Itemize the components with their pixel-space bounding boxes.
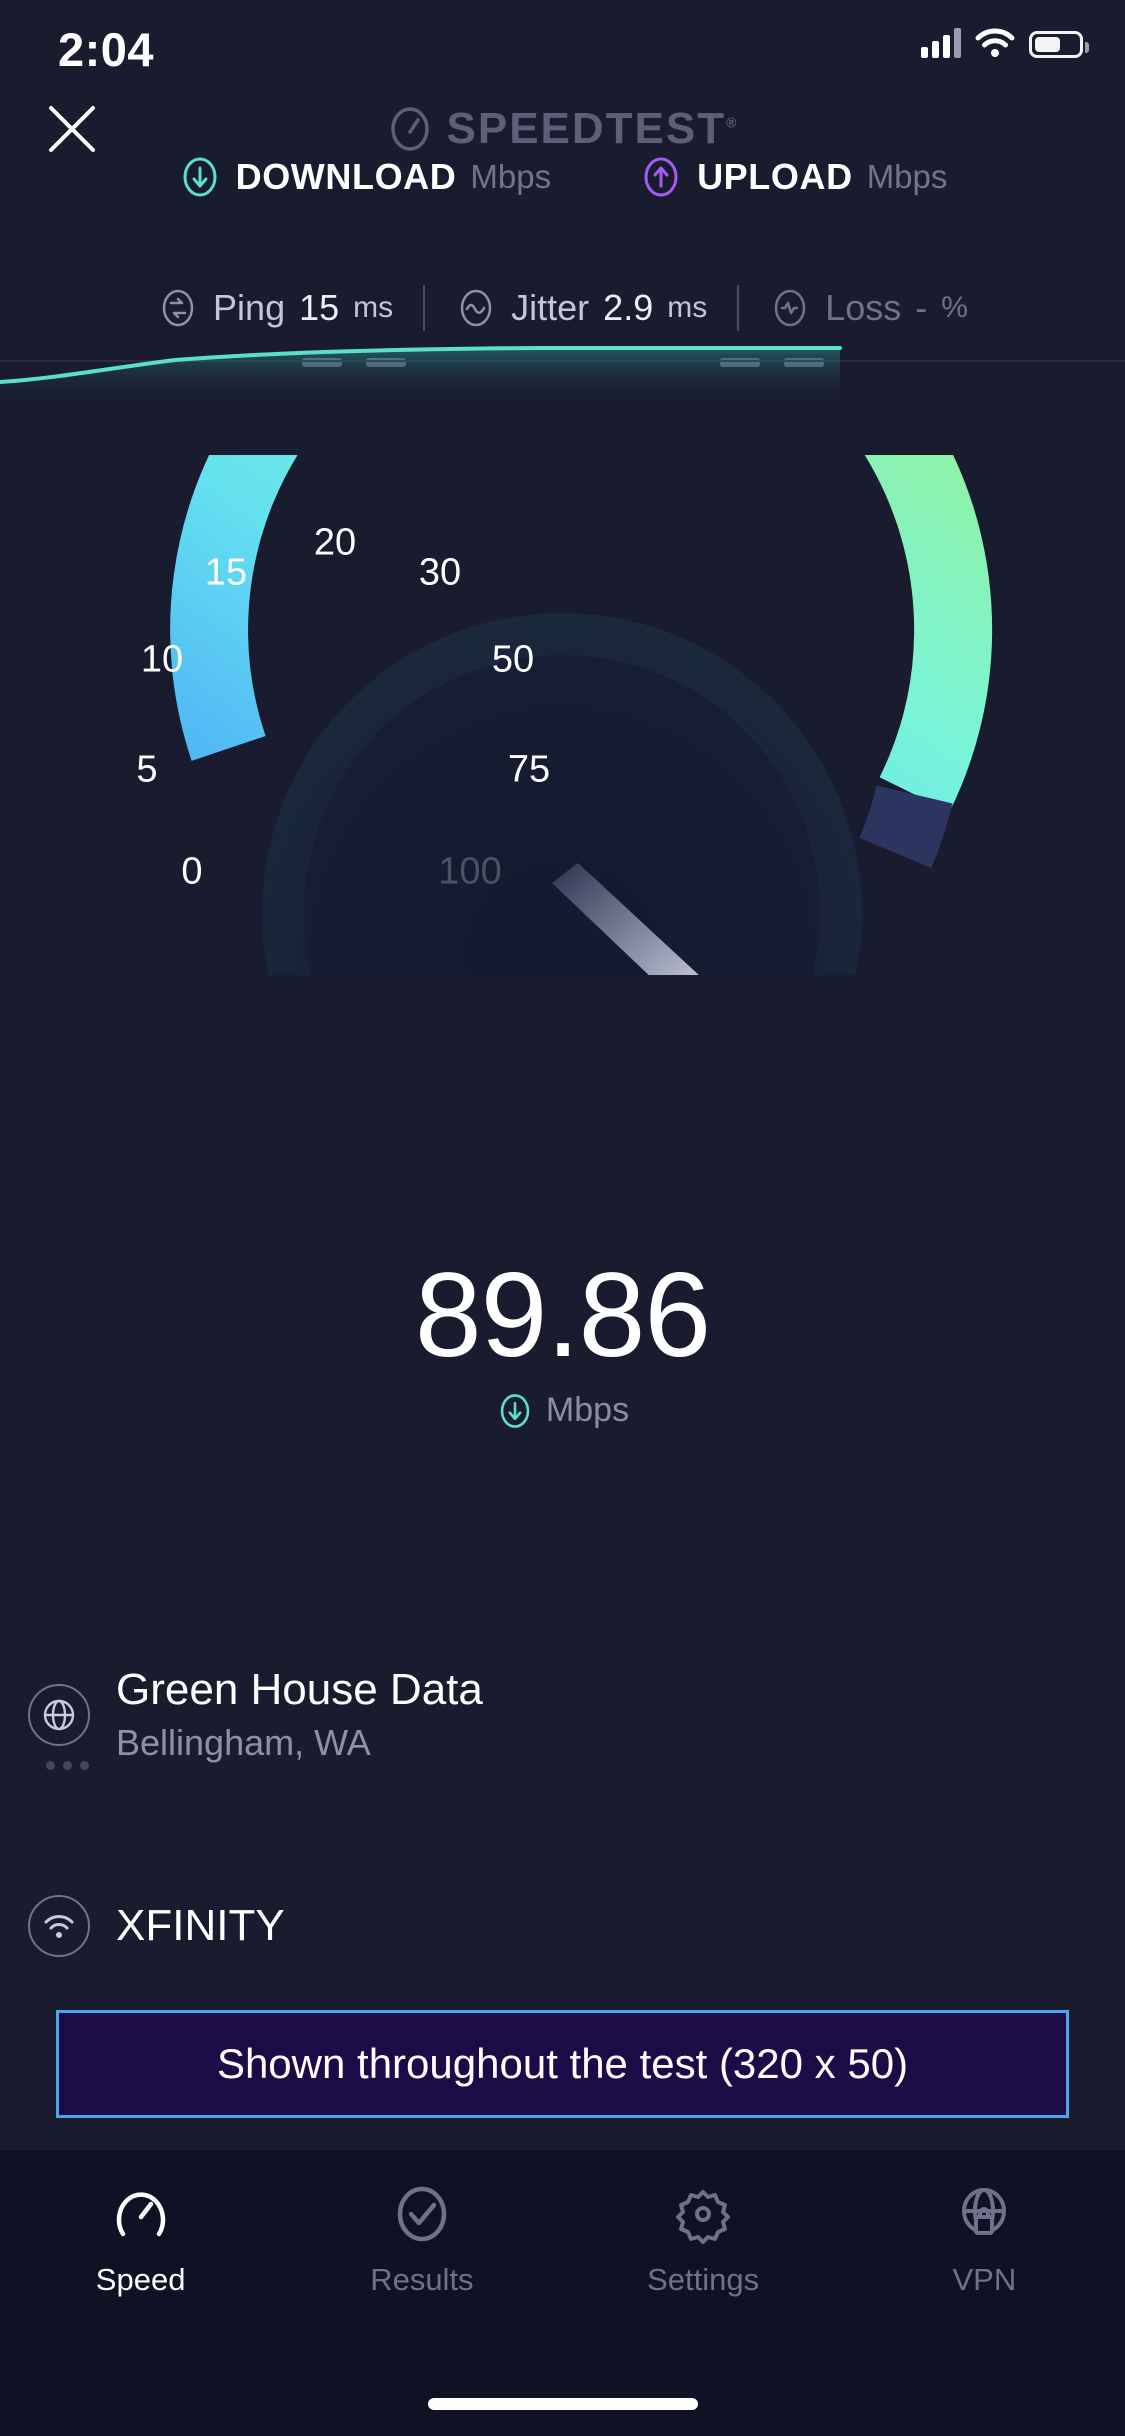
- gauge-tick-15: 15: [204, 551, 248, 594]
- app-brand: SPEEDTEST®: [0, 104, 1125, 154]
- throughput-line-chart: [0, 346, 1125, 400]
- gauge-tick-5: 5: [136, 748, 158, 791]
- cellular-signal-icon: [921, 28, 961, 58]
- speedometer-icon: [116, 2192, 165, 2237]
- server-section[interactable]: Green House Data Bellingham, WA: [28, 1665, 1097, 1770]
- loss-stat: Loss - %: [739, 287, 998, 329]
- loss-value: -: [915, 287, 928, 328]
- gear-icon: [676, 2190, 731, 2244]
- download-metric[interactable]: DOWNLOAD Mbps: [178, 155, 551, 199]
- jitter-icon: [460, 289, 492, 327]
- ping-stat: Ping 15 ms: [127, 287, 423, 329]
- ping-label: Ping: [213, 287, 286, 328]
- stat-divider: [423, 285, 426, 331]
- gauge-tick-75: 75: [507, 748, 551, 791]
- upload-metric[interactable]: UPLOAD Mbps: [639, 155, 947, 199]
- gauge-tick-0: 0: [181, 850, 203, 893]
- gauge-tick-50: 50: [491, 638, 535, 681]
- server-row[interactable]: Green House Data Bellingham, WA: [28, 1665, 1097, 1770]
- brand-label: SPEEDTEST: [446, 104, 727, 153]
- jitter-value: 2.9: [603, 287, 654, 328]
- tab-speed[interactable]: Speed: [0, 2184, 281, 2298]
- tab-settings-label: Settings: [647, 2262, 760, 2297]
- status-bar-indicators: [921, 28, 1089, 58]
- globe-lock-icon: [962, 2188, 1007, 2235]
- close-button[interactable]: [38, 95, 106, 163]
- wifi-icon: [28, 1895, 90, 1957]
- status-bar-time: 2:04: [58, 23, 155, 76]
- bottom-tab-bar: Speed Results Settings VPN: [0, 2150, 1125, 2436]
- download-arrow-icon: [500, 1393, 530, 1428]
- current-speed-unit: Mbps: [545, 1391, 630, 1429]
- server-name: Green House Data: [116, 1665, 483, 1714]
- check-circle-icon: [397, 2186, 447, 2242]
- gauge-tick-20: 20: [313, 521, 357, 564]
- ping-value: 15: [299, 287, 340, 328]
- jitter-stat: Jitter 2.9 ms: [425, 287, 737, 329]
- download-arrow-icon: [183, 157, 217, 197]
- server-location: Bellingham, WA: [116, 1722, 371, 1764]
- tab-vpn-label: VPN: [952, 2262, 1017, 2297]
- connection-stats-row: Ping 15 ms Jitter 2.9 ms Loss - %: [0, 285, 1125, 331]
- speed-gauge: 0 5 10 15 20 30 50 75 100: [0, 455, 1125, 975]
- ping-unit: ms: [353, 291, 394, 324]
- current-speed-unit-row: Mbps: [0, 1391, 1125, 1430]
- tab-speed-label: Speed: [95, 2262, 186, 2297]
- download-unit: Mbps: [470, 158, 552, 195]
- brand-trademark: ®: [726, 114, 739, 131]
- isp-section[interactable]: XFINITY: [28, 1895, 1097, 1957]
- wifi-icon: [975, 28, 1015, 57]
- jitter-unit: ms: [667, 291, 708, 324]
- ad-banner[interactable]: Shown throughout the test (320 x 50): [56, 2010, 1069, 2118]
- gauge-tick-100: 100: [438, 850, 502, 893]
- tab-settings[interactable]: Settings: [563, 2184, 844, 2298]
- server-text: Green House Data Bellingham, WA: [116, 1665, 483, 1765]
- speedtest-logo-icon: [390, 107, 429, 151]
- three-dots-icon[interactable]: [46, 1761, 89, 1770]
- throughput-graph: [0, 320, 1125, 400]
- download-upload-row: DOWNLOAD Mbps UPLOAD Mbps: [0, 155, 1125, 199]
- tab-results-label: Results: [370, 2262, 474, 2297]
- ad-banner-text: Shown throughout the test (320 x 50): [216, 2040, 909, 2087]
- home-indicator: [427, 2398, 698, 2410]
- isp-row[interactable]: XFINITY: [28, 1895, 1097, 1957]
- stat-divider: [737, 285, 740, 331]
- close-icon: [49, 106, 95, 152]
- loss-unit: %: [941, 291, 968, 324]
- tab-vpn[interactable]: VPN: [844, 2184, 1125, 2298]
- loss-label: Loss: [825, 287, 902, 328]
- isp-name: XFINITY: [116, 1901, 285, 1951]
- gauge-tick-30: 30: [418, 551, 462, 594]
- gauge-arc: [170, 455, 993, 975]
- jitter-label: Jitter: [511, 287, 590, 328]
- globe-icon: [28, 1684, 90, 1747]
- isp-text: XFINITY: [116, 1901, 285, 1950]
- gauge-tick-10: 10: [140, 638, 184, 681]
- upload-unit: Mbps: [866, 158, 948, 195]
- gauge-needle: [552, 863, 699, 975]
- loss-icon: [774, 289, 806, 327]
- battery-icon: [1029, 31, 1089, 58]
- page-title: SPEEDTEST®: [447, 104, 739, 154]
- tab-results[interactable]: Results: [281, 2184, 562, 2298]
- upload-label: UPLOAD: [697, 156, 853, 197]
- ping-icon: [162, 289, 194, 327]
- download-label: DOWNLOAD: [235, 156, 457, 197]
- speed-readout: 89.86 Mbps: [0, 1255, 1125, 1430]
- status-bar: 2:04: [0, 0, 1125, 100]
- upload-arrow-icon: [644, 157, 678, 197]
- current-speed-value: 89.86: [414, 1248, 711, 1382]
